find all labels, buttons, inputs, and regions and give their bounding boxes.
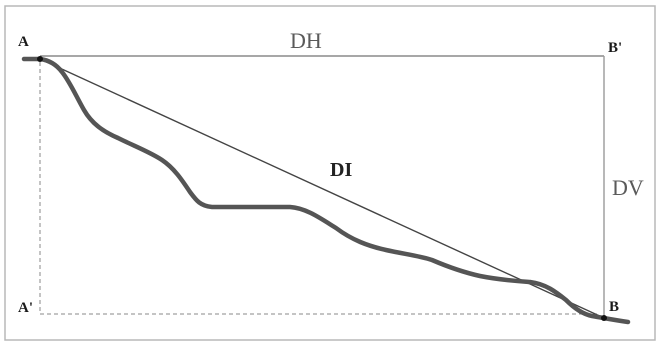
point-a-marker [37, 56, 43, 62]
label-point-a: A [18, 34, 29, 50]
label-point-b: B [609, 299, 619, 315]
point-b-marker [601, 315, 607, 321]
outer-frame [4, 5, 656, 341]
label-horizontal-distance: DH [290, 28, 322, 53]
terrain-profile [21, 56, 631, 325]
label-vertical-distance: DV [612, 175, 644, 200]
label-point-b-prime: B' [608, 40, 622, 56]
inclined-line [39, 58, 605, 319]
label-point-a-prime: A' [18, 300, 33, 316]
label-inclined-distance: DI [330, 159, 352, 181]
